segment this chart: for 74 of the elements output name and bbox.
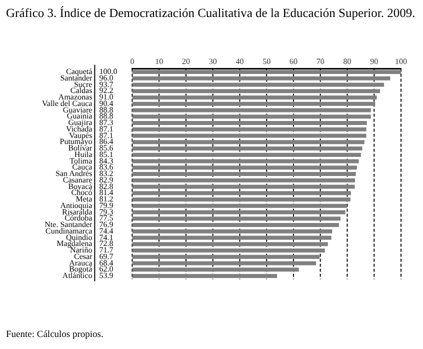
bar bbox=[132, 274, 278, 278]
bar bbox=[132, 166, 357, 170]
x-tick-label: 40 bbox=[236, 57, 244, 66]
bar bbox=[132, 242, 328, 246]
x-tick-label: 30 bbox=[208, 57, 217, 66]
bar bbox=[132, 89, 380, 94]
bar bbox=[132, 178, 356, 182]
bar bbox=[132, 121, 367, 125]
bar bbox=[132, 140, 364, 144]
data-label: 62.0 bbox=[99, 264, 114, 274]
bar bbox=[132, 146, 362, 150]
bar bbox=[132, 152, 361, 157]
data-label: 53.9 bbox=[99, 271, 114, 280]
bar bbox=[132, 223, 339, 227]
data-label: 74.1 bbox=[99, 232, 114, 242]
x-tick-label: 10 bbox=[155, 57, 164, 66]
y-tick-label: Atlántico bbox=[62, 271, 92, 280]
y-tick-label: Vaupés bbox=[69, 130, 92, 140]
x-tick-label: 50 bbox=[262, 57, 271, 66]
y-tick-label: Guainía bbox=[66, 112, 93, 121]
data-label: 72.8 bbox=[99, 239, 114, 248]
bar bbox=[132, 248, 325, 252]
y-tick-label: Bogotá bbox=[69, 264, 93, 274]
data-label: 93.7 bbox=[99, 80, 114, 89]
x-tick-label: 0 bbox=[130, 57, 134, 66]
bar bbox=[132, 127, 366, 132]
bar bbox=[132, 268, 299, 272]
y-tick-label: Chocó bbox=[71, 188, 92, 198]
x-tick-label: 100 bbox=[395, 57, 407, 66]
bar bbox=[132, 204, 347, 208]
y-tick-label: Cesar bbox=[74, 252, 93, 261]
bar bbox=[132, 216, 341, 221]
y-tick-label: Caquetá bbox=[66, 67, 93, 76]
y-tick-label: Putumayo bbox=[60, 137, 92, 146]
bar bbox=[132, 191, 352, 196]
bar bbox=[132, 102, 376, 106]
data-label: 92.2 bbox=[99, 86, 114, 96]
y-tick-label: Guajira bbox=[68, 118, 93, 128]
y-tick-label: Sucre bbox=[74, 80, 93, 89]
data-label: 82.8 bbox=[99, 182, 114, 191]
x-tick-label: 70 bbox=[316, 57, 324, 66]
bar bbox=[132, 96, 377, 100]
y-tick-label: Cauca bbox=[72, 162, 93, 172]
data-label: 84.3 bbox=[99, 156, 114, 166]
bar bbox=[132, 172, 356, 176]
y-tick-label: Arauca bbox=[69, 258, 93, 268]
y-tick-label: Caldas bbox=[70, 86, 92, 96]
bar bbox=[132, 114, 371, 119]
data-label: 87.1 bbox=[99, 130, 114, 140]
chart-title: Gráfico 3. Índice de Democratización Cualitativa de la Educación Superior. 2009. bbox=[6, 6, 416, 21]
x-tick-label: 90 bbox=[370, 57, 378, 66]
data-label: 88.8 bbox=[99, 105, 114, 114]
y-tick-label: Guaviare bbox=[62, 105, 93, 114]
source-note: Fuente: Cálculos propios. bbox=[6, 330, 104, 340]
data-label: 88.8 bbox=[99, 112, 114, 121]
bar bbox=[132, 70, 401, 74]
data-label: 79.3 bbox=[99, 207, 114, 216]
y-tick-label: Córdoba bbox=[64, 214, 93, 223]
data-label: 77.5 bbox=[99, 214, 114, 223]
data-label: 68.4 bbox=[99, 258, 114, 268]
bar bbox=[132, 254, 320, 259]
x-tick-label: 60 bbox=[289, 57, 298, 66]
data-label: 81.4 bbox=[99, 188, 114, 198]
y-tick-label: Quindío bbox=[66, 232, 92, 242]
bar bbox=[132, 198, 350, 202]
data-label: 86.4 bbox=[99, 137, 114, 146]
x-tick-label: 20 bbox=[182, 57, 190, 66]
y-tick-label: Magdalena bbox=[56, 239, 93, 248]
bar bbox=[132, 76, 390, 80]
data-label: 83.6 bbox=[99, 162, 114, 172]
bar bbox=[132, 229, 332, 234]
y-tick-label: Boyacá bbox=[68, 182, 93, 191]
x-tick-label: 80 bbox=[343, 57, 352, 66]
y-tick-label: Tolima bbox=[70, 156, 93, 166]
